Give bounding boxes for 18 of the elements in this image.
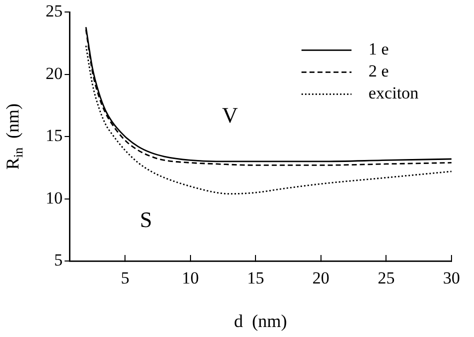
y-tick-label: 20 [46, 64, 63, 83]
y-tick-label: 5 [54, 250, 63, 270]
x-tick-label: 25 [378, 268, 395, 288]
legend-label: 2 e [368, 62, 389, 81]
annotation: S [140, 206, 152, 232]
y-tick-label: 25 [46, 2, 63, 21]
y-tick-label: 15 [46, 126, 63, 146]
x-tick-label: 20 [312, 268, 330, 288]
legend-label: exciton [368, 84, 420, 103]
x-tick-label: 30 [443, 268, 460, 288]
y-axis-title: Rin (nm) [2, 104, 26, 170]
x-tick-label: 15 [247, 268, 264, 288]
y-tick-label: 10 [46, 188, 63, 208]
annotation: V [222, 102, 238, 128]
x-axis-title: d (nm) [234, 310, 288, 331]
x-tick-label: 5 [120, 268, 130, 288]
x-tick-label: 10 [182, 268, 199, 288]
legend-label: 1 e [368, 40, 389, 59]
